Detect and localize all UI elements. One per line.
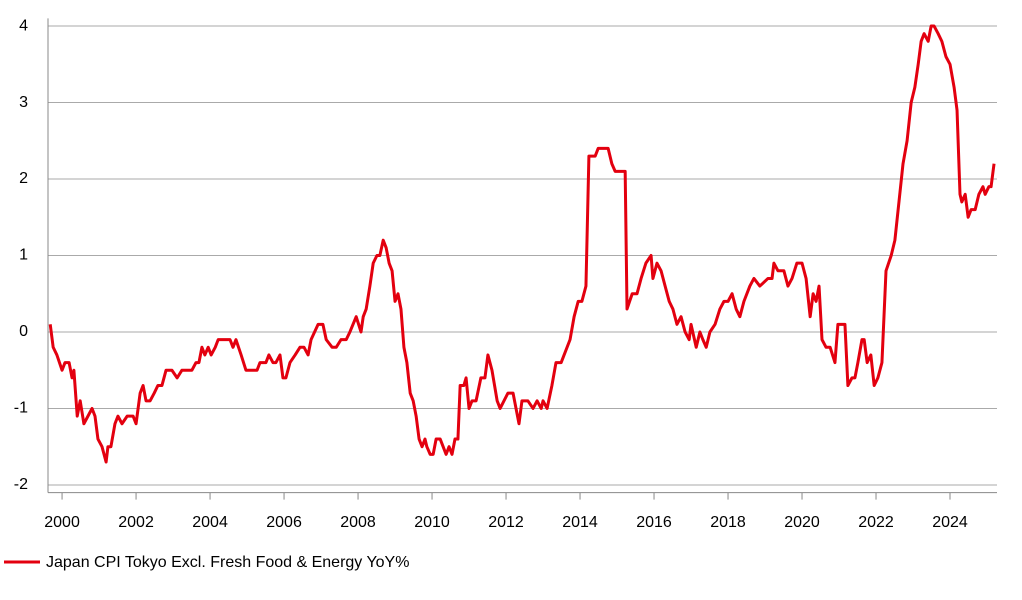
y-tick-label: 4: [19, 17, 28, 34]
x-tick-label: 2008: [340, 514, 376, 531]
data-line: [48, 24, 996, 464]
x-tick-label: 2012: [488, 514, 524, 531]
y-tick-label: 0: [19, 323, 28, 340]
x-tick-label: 2002: [118, 514, 154, 531]
x-tick-label: 2010: [414, 514, 450, 531]
y-tick-label: 1: [19, 247, 28, 264]
x-tick-label: 2014: [562, 514, 598, 531]
y-tick-label: 3: [19, 94, 28, 111]
y-tick-label: 2: [19, 170, 28, 187]
x-tick-label: 2018: [710, 514, 746, 531]
x-tick-label: 2024: [932, 514, 968, 531]
x-tick-label: 2004: [192, 514, 228, 531]
x-tick-label: 2020: [784, 514, 820, 531]
x-tick-label: 2022: [858, 514, 894, 531]
x-tick-label: 2016: [636, 514, 672, 531]
y-tick-label: -1: [14, 400, 28, 417]
x-tick-label: 2000: [44, 514, 80, 531]
x-tick-label: 2006: [266, 514, 302, 531]
legend-label: Japan CPI Tokyo Excl. Fresh Food & Energ…: [46, 554, 409, 571]
y-tick-label: -2: [14, 476, 28, 493]
